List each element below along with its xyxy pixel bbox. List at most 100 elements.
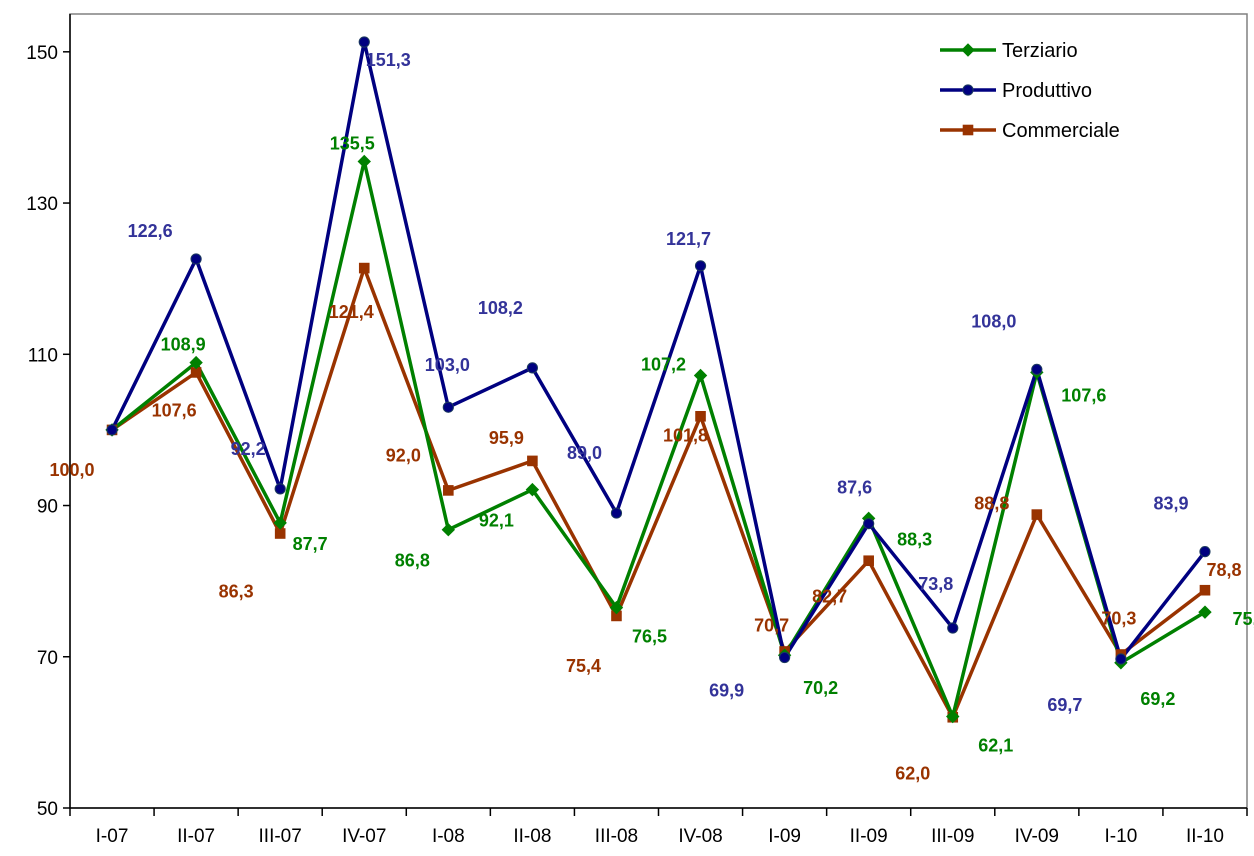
data-point-terziario [1198,605,1212,619]
data-point-terziario [693,368,708,383]
data-label-produttivo: 151,3 [366,50,411,70]
series-line-commerciale [111,266,1207,720]
data-label-produttivo: 83,9 [1153,494,1188,514]
data-point-produttivo [1031,363,1043,376]
data-label-commerciale: 107,6 [152,400,197,420]
data-label-produttivo: 92,2 [231,439,266,459]
data-label-produttivo: 89,0 [567,443,602,463]
legend-label-commerciale: Commerciale [1002,120,1120,142]
axes: 50 70 90 110 130 150 I-07 II-07 III-07 IV-07 I-08 I… [26,13,1248,847]
data-label-terziario: 70,2 [803,678,838,698]
y-tick-label: 50 [37,799,58,820]
data-point-produttivo [947,622,959,634]
data-point-produttivo [190,253,202,265]
data-point-commerciale [695,410,706,422]
data-point-commerciale [1031,509,1043,520]
data-label-terziario: 108,9 [161,335,206,355]
data-label-produttivo: 121,7 [666,229,711,249]
data-point-commerciale [1199,584,1211,596]
x-tick-label: III-09 [931,826,974,847]
y-tick-label: 150 [26,43,58,64]
data-point-produttivo [526,362,538,374]
data-label-commerciale: 88,8 [974,494,1009,514]
y-tick-label: 110 [28,345,58,366]
data-label-commerciale: 92,0 [386,445,421,465]
x-tick-label: I-07 [96,826,129,847]
y-tick-label: 130 [26,194,58,215]
legend-marker-terziario [961,43,975,57]
data-point-produttivo [779,651,791,664]
x-tick-label: II-09 [850,826,888,847]
series-lines [110,40,1207,720]
data-label-commerciale: 95,9 [489,428,524,448]
data-label-commerciale: 101,8 [663,425,708,445]
data-point-terziario [946,709,960,724]
data-point-produttivo [274,483,286,495]
data-label-terziario: 86,8 [395,551,430,571]
series-markers [105,36,1212,724]
data-label-terziario: 88,3 [897,529,932,549]
x-tick-label: IV-07 [342,826,386,847]
data-point-terziario [357,154,371,169]
x-tick-label: II-08 [513,826,551,847]
data-label-terziario: 135,5 [330,133,375,153]
data-label-terziario: 75,9 [1232,609,1254,629]
y-tick-label: 90 [37,497,58,518]
data-point-terziario [441,523,456,537]
data-point-produttivo [106,424,118,436]
x-tick-label: I-10 [1105,826,1138,847]
data-label-terziario: 62,1 [978,736,1013,756]
legend-label-produttivo: Produttivo [1002,80,1092,102]
data-label-commerciale: 82,7 [812,587,847,607]
data-point-terziario [273,516,287,530]
data-label-produttivo: 122,6 [128,221,173,241]
x-tick-label: IV-09 [1015,826,1059,847]
data-label-commerciale: 100,0 [50,460,95,480]
data-label-terziario: 76,5 [632,627,667,647]
x-tick-label: II-07 [177,826,215,847]
data-point-produttivo [694,260,707,272]
data-label-commerciale: 62,0 [895,763,930,783]
x-tick-label: III-07 [259,826,302,847]
data-label-terziario: 87,7 [293,534,328,554]
data-label-terziario: 107,6 [1061,385,1106,405]
data-label-produttivo: 103,0 [425,355,470,375]
legend-label-terziario: Terziario [1002,40,1078,62]
data-point-commerciale [274,528,286,539]
data-point-commerciale [527,455,538,467]
data-label-produttivo: 69,9 [709,681,744,701]
x-tick-label: I-09 [768,826,801,847]
data-point-commerciale [358,262,370,274]
data-label-commerciale: 75,4 [566,656,601,676]
legend-marker-produttivo [962,84,974,96]
data-point-terziario [189,355,203,370]
x-tick-label: IV-08 [678,826,722,847]
data-label-terziario: 92,1 [479,511,514,531]
x-tick-label: III-08 [595,826,638,847]
data-label-commerciale: 70,7 [754,615,789,635]
data-point-commerciale [443,485,454,496]
data-label-commerciale: 86,3 [219,582,254,602]
data-point-terziario [609,600,624,615]
data-label-produttivo: 87,6 [837,478,872,498]
legend: Terziario Produttivo Commerciale [940,40,1120,142]
data-labels: 108,9 87,7 135,5 86,8 92,1 76,5 107,2 70,2 88,3 6… [50,50,1254,783]
data-point-commerciale [863,555,874,567]
data-point-produttivo [1199,546,1211,558]
data-label-commerciale: 70,3 [1101,608,1136,628]
legend-marker-commerciale [962,124,974,136]
data-label-commerciale: 121,4 [329,302,374,322]
data-label-produttivo: 73,8 [918,574,953,594]
data-label-produttivo: 69,7 [1047,695,1082,715]
data-point-produttivo [863,518,875,530]
data-point-produttivo [442,401,454,413]
data-point-produttivo [358,36,370,48]
data-point-terziario [525,482,540,497]
series-line-terziario [110,159,1206,719]
series-line-produttivo [110,40,1207,661]
data-label-terziario: 69,2 [1140,689,1175,709]
data-label-commerciale: 78,8 [1206,560,1241,580]
x-tick-label: II-10 [1186,826,1224,847]
data-label-produttivo: 108,0 [971,311,1016,331]
